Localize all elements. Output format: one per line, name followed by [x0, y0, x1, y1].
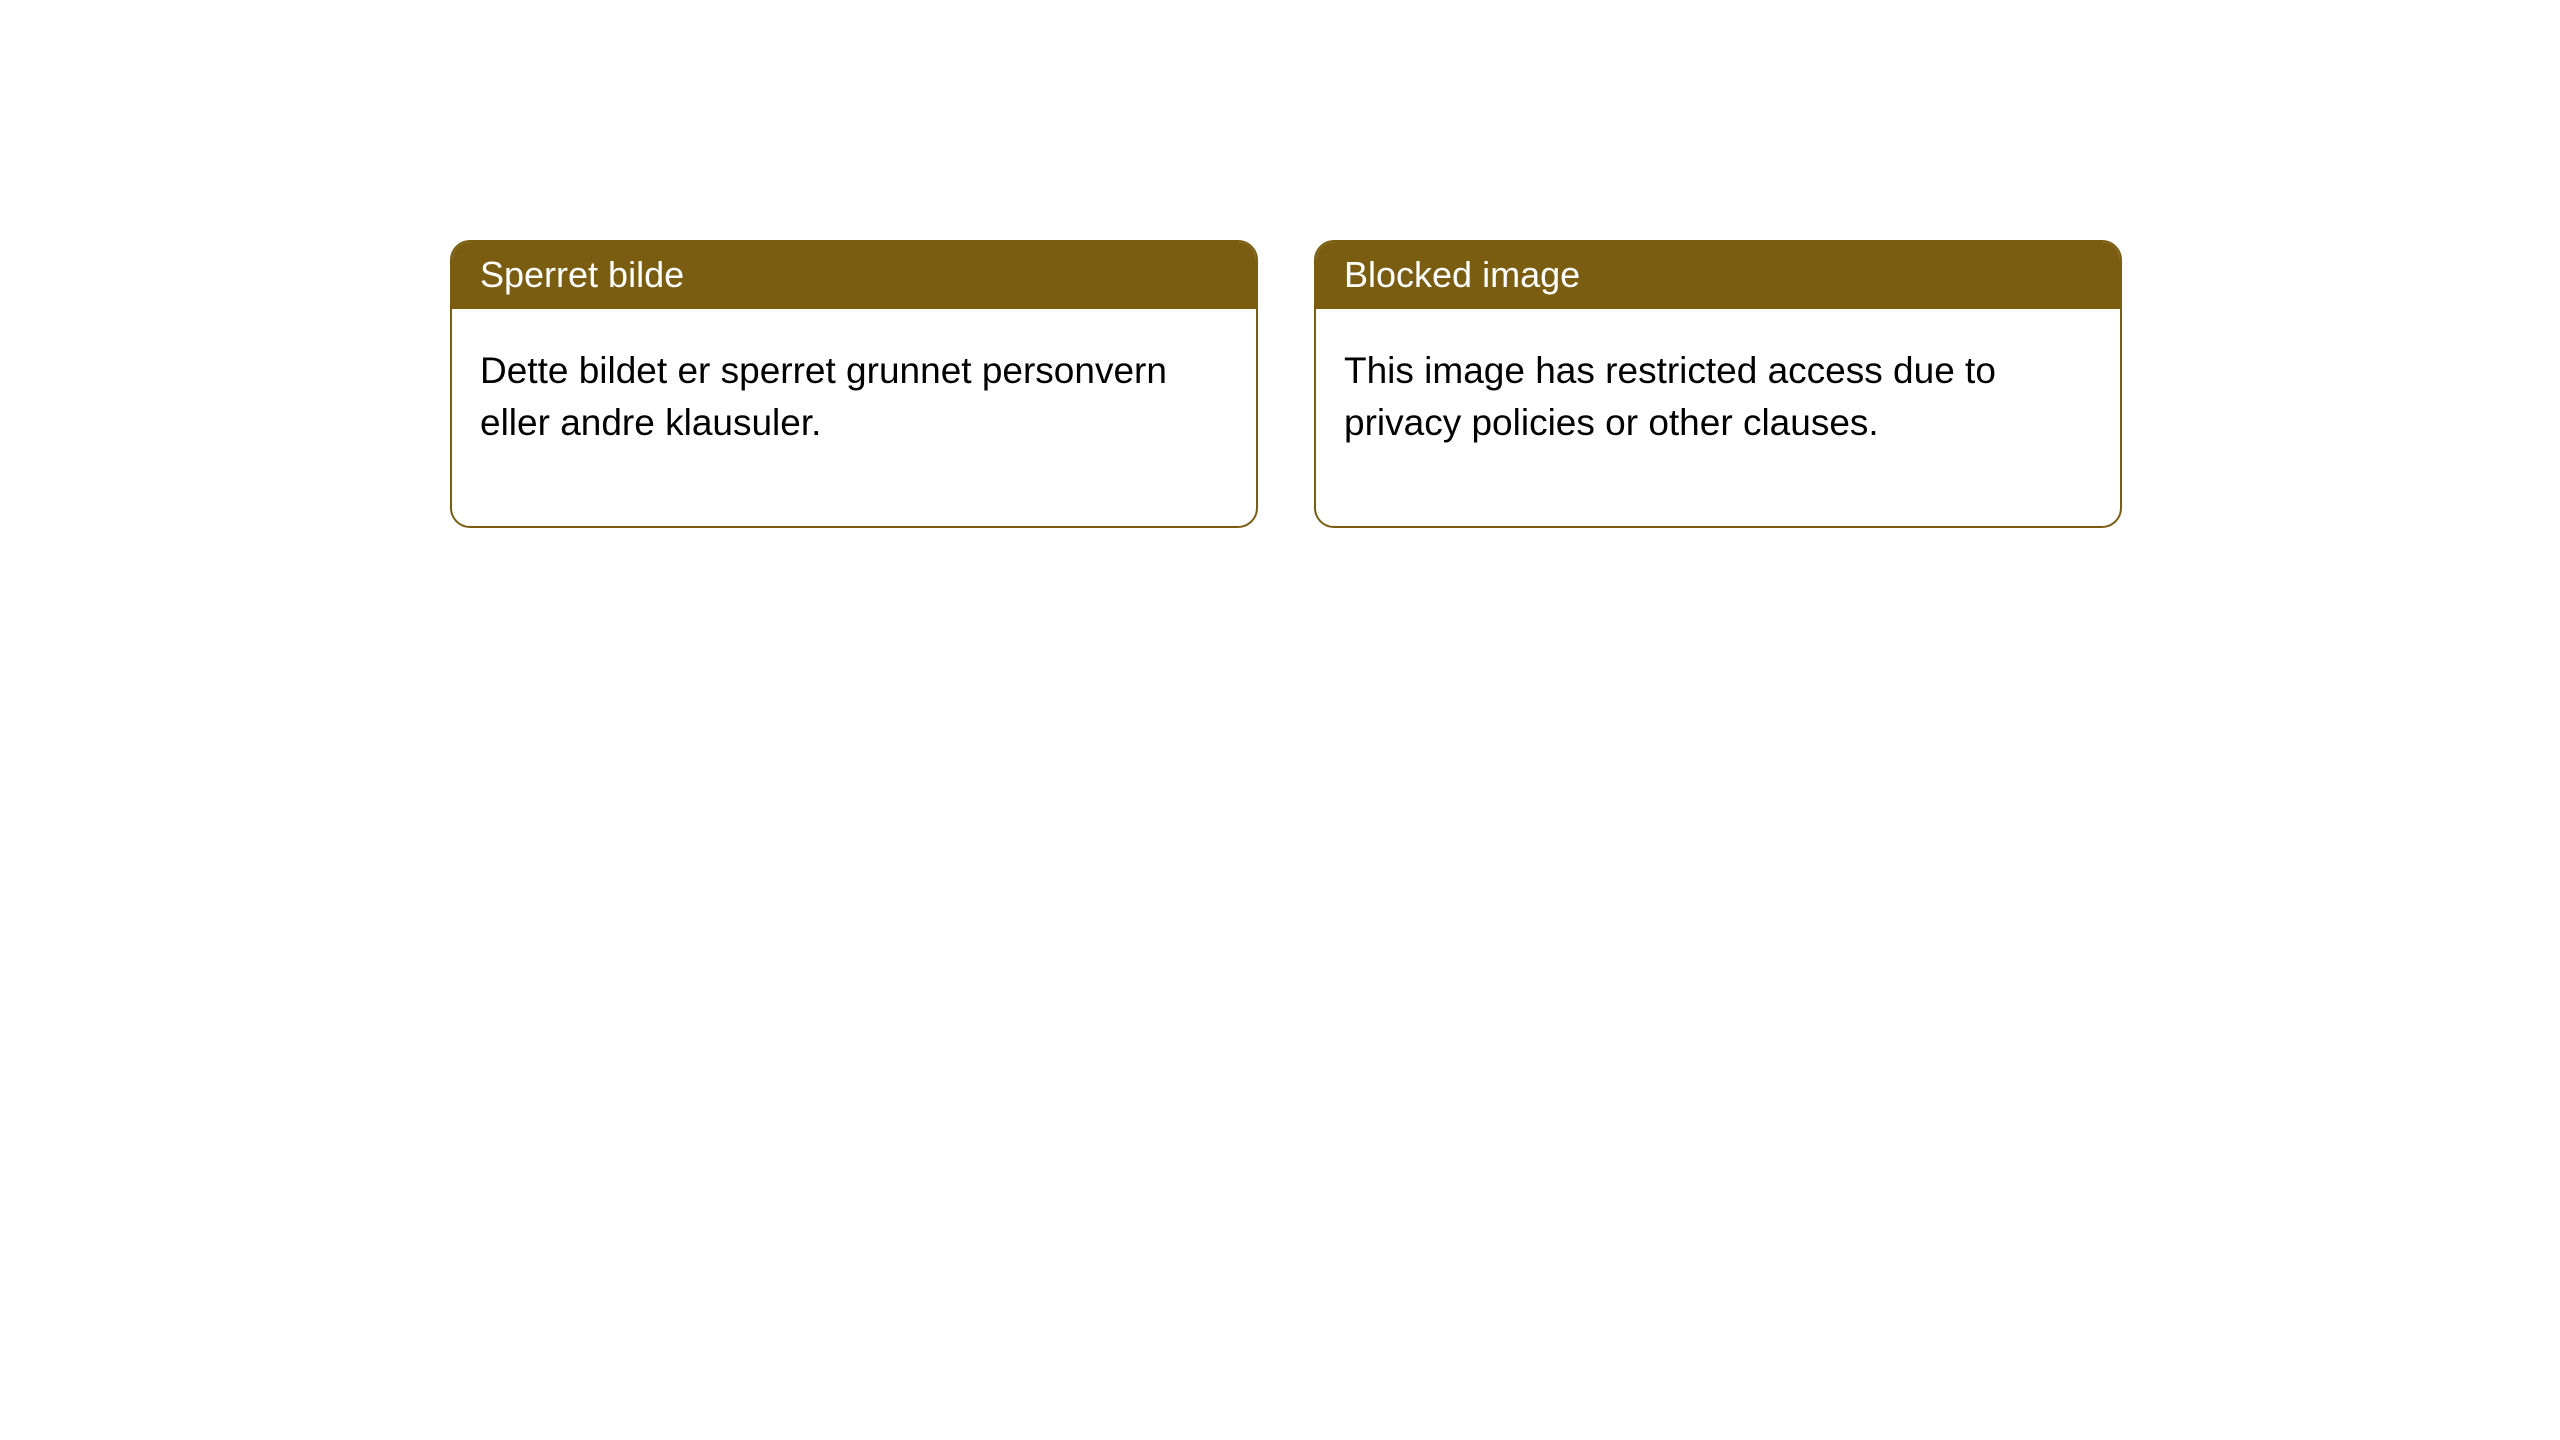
notice-box-norwegian: Sperret bilde Dette bildet er sperret gr…: [450, 240, 1258, 528]
notice-box-english: Blocked image This image has restricted …: [1314, 240, 2122, 528]
notice-body: Dette bildet er sperret grunnet personve…: [452, 309, 1256, 527]
notice-body: This image has restricted access due to …: [1316, 309, 2120, 527]
notices-container: Sperret bilde Dette bildet er sperret gr…: [450, 240, 2122, 528]
notice-header: Sperret bilde: [452, 242, 1256, 309]
notice-header: Blocked image: [1316, 242, 2120, 309]
